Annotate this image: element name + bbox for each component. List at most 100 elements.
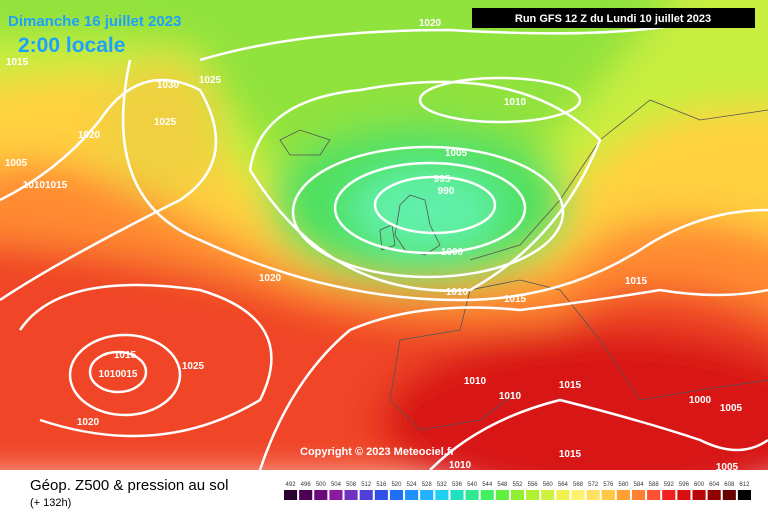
isobar-label: 995 xyxy=(434,174,451,185)
isobar-label: 1015 xyxy=(114,350,137,361)
isobar-label: 1015 xyxy=(625,276,648,287)
coast-ireland xyxy=(379,224,396,251)
legend-swatch xyxy=(344,490,358,500)
legend-label: 508 xyxy=(346,482,357,488)
isobar xyxy=(248,80,602,292)
coast-south xyxy=(399,279,768,401)
legend-swatch xyxy=(737,490,751,500)
isobar-label: 1015 xyxy=(559,449,582,460)
legend-label: 588 xyxy=(649,482,660,488)
legend-label: 528 xyxy=(422,482,433,488)
footer-lead: (+ 132h) xyxy=(30,497,71,509)
legend-label: 540 xyxy=(467,482,478,488)
date: Dimanche 16 juillet 2023 xyxy=(8,13,181,30)
isobar xyxy=(121,59,768,302)
isobar-label: 10101015 xyxy=(23,180,68,191)
legend-label: 492 xyxy=(286,482,297,488)
legend-label: 568 xyxy=(573,482,584,488)
legend-swatch xyxy=(541,490,555,500)
coast-britain xyxy=(394,194,441,256)
legend-label: 544 xyxy=(482,482,493,488)
legend-swatch xyxy=(284,490,298,500)
legend-swatch xyxy=(510,490,525,500)
legend-label: 600 xyxy=(694,482,705,488)
isobar-label: 1010015 xyxy=(99,369,138,380)
legend-swatch xyxy=(359,490,373,500)
isobar xyxy=(68,333,182,417)
legend-label: 504 xyxy=(331,482,342,488)
legend-label: 512 xyxy=(361,482,372,488)
legend-swatch xyxy=(662,490,676,500)
isobar-label: 1010 xyxy=(499,391,522,402)
isobar-label: 990 xyxy=(438,186,455,197)
field-core xyxy=(350,168,500,252)
isobar-label: 1005 xyxy=(720,403,743,414)
isobar-label: 1000 xyxy=(441,247,464,258)
isobars xyxy=(0,18,768,471)
legend-swatch xyxy=(389,490,404,500)
coast-iceland xyxy=(279,129,331,156)
legend-swatch xyxy=(677,490,691,500)
legend-label: 548 xyxy=(497,482,508,488)
run-text: Run GFS 12 Z du Lundi 10 juillet 2023 xyxy=(515,13,711,25)
legend-label: 560 xyxy=(543,482,554,488)
legend-label: 564 xyxy=(558,482,569,488)
isobar xyxy=(291,145,565,279)
isobar-label: 1030 xyxy=(157,80,180,91)
footer-title: Géop. Z500 & pression au sol xyxy=(30,477,228,494)
legend-label: 592 xyxy=(664,482,675,488)
isobar-label: 1010 xyxy=(446,287,469,298)
isobar-label: 1005 xyxy=(445,148,468,159)
legend-swatch xyxy=(374,490,388,500)
legend-label: 604 xyxy=(709,482,720,488)
copyright: Copyright © 2023 Meteociel.fr xyxy=(300,446,456,458)
isobar-label: 1025 xyxy=(199,75,222,86)
legend-swatch xyxy=(707,490,721,500)
legend-swatch xyxy=(571,490,585,500)
legend-label: 524 xyxy=(407,482,418,488)
legend-swatch xyxy=(405,490,419,500)
isobar-label: 1010 xyxy=(504,97,527,108)
legend-label: 576 xyxy=(603,482,614,488)
isobar-label: 1015 xyxy=(6,57,29,68)
isobar xyxy=(18,283,273,438)
legend-label: 516 xyxy=(376,482,387,488)
isobar-label: 1025 xyxy=(154,117,177,128)
isobar xyxy=(429,398,768,471)
isobar-label: 1020 xyxy=(78,130,101,141)
isobar-label: 1015 xyxy=(559,380,582,391)
legend-swatch xyxy=(435,490,449,500)
legend: 492 496 500 504 508 512 516 520 524 528 532 536 540 5… xyxy=(284,482,751,500)
isobar xyxy=(0,78,218,302)
coast-iberia xyxy=(389,339,521,431)
legend-swatch xyxy=(465,490,479,500)
isobar-label: 1005 xyxy=(716,462,739,473)
run-box xyxy=(472,8,755,28)
isobar-label: 1020 xyxy=(419,18,442,29)
legend-swatch xyxy=(420,490,434,500)
isobar-label: 1000 xyxy=(689,395,712,406)
isobar-label: 1020 xyxy=(259,273,282,284)
legend-label: 520 xyxy=(391,482,402,488)
legend-label: 500 xyxy=(316,482,327,488)
isobar-label: 1010 xyxy=(449,460,472,471)
legend-swatch xyxy=(556,490,570,500)
time: 2:00 locale xyxy=(18,34,125,57)
isobar-label: 1010 xyxy=(464,376,487,387)
legend-label: 532 xyxy=(437,482,448,488)
legend-swatch xyxy=(586,490,600,500)
legend-swatch xyxy=(631,490,646,500)
legend-swatch xyxy=(299,490,313,500)
isobar xyxy=(199,18,701,62)
legend-swatch xyxy=(601,490,615,500)
isobar-label: 1025 xyxy=(182,361,205,372)
legend-label: 556 xyxy=(528,482,539,488)
legend-swatch xyxy=(480,490,494,500)
legend-swatch xyxy=(526,490,540,500)
legend-swatch xyxy=(692,490,706,500)
legend-swatch xyxy=(722,490,736,500)
